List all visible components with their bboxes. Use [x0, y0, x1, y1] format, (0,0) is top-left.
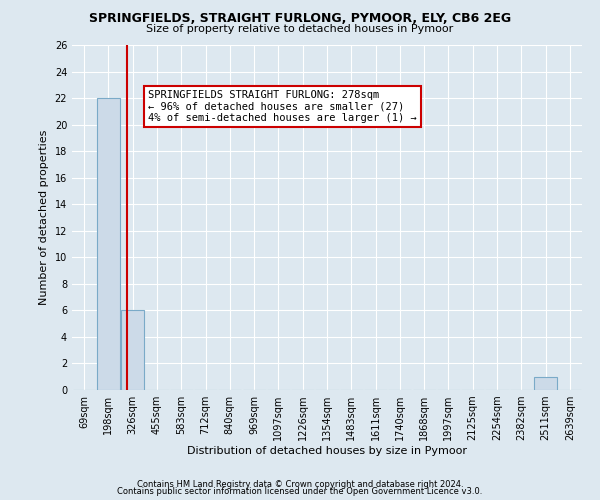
Text: Contains HM Land Registry data © Crown copyright and database right 2024.: Contains HM Land Registry data © Crown c… — [137, 480, 463, 489]
Text: Contains public sector information licensed under the Open Government Licence v3: Contains public sector information licen… — [118, 487, 482, 496]
X-axis label: Distribution of detached houses by size in Pymoor: Distribution of detached houses by size … — [187, 446, 467, 456]
Text: SPRINGFIELDS, STRAIGHT FURLONG, PYMOOR, ELY, CB6 2EG: SPRINGFIELDS, STRAIGHT FURLONG, PYMOOR, … — [89, 12, 511, 26]
Y-axis label: Number of detached properties: Number of detached properties — [39, 130, 49, 305]
Bar — [534, 376, 557, 390]
Bar — [121, 310, 144, 390]
Bar — [97, 98, 120, 390]
Text: SPRINGFIELDS STRAIGHT FURLONG: 278sqm
← 96% of detached houses are smaller (27)
: SPRINGFIELDS STRAIGHT FURLONG: 278sqm ← … — [149, 90, 417, 123]
Text: Size of property relative to detached houses in Pymoor: Size of property relative to detached ho… — [146, 24, 454, 34]
